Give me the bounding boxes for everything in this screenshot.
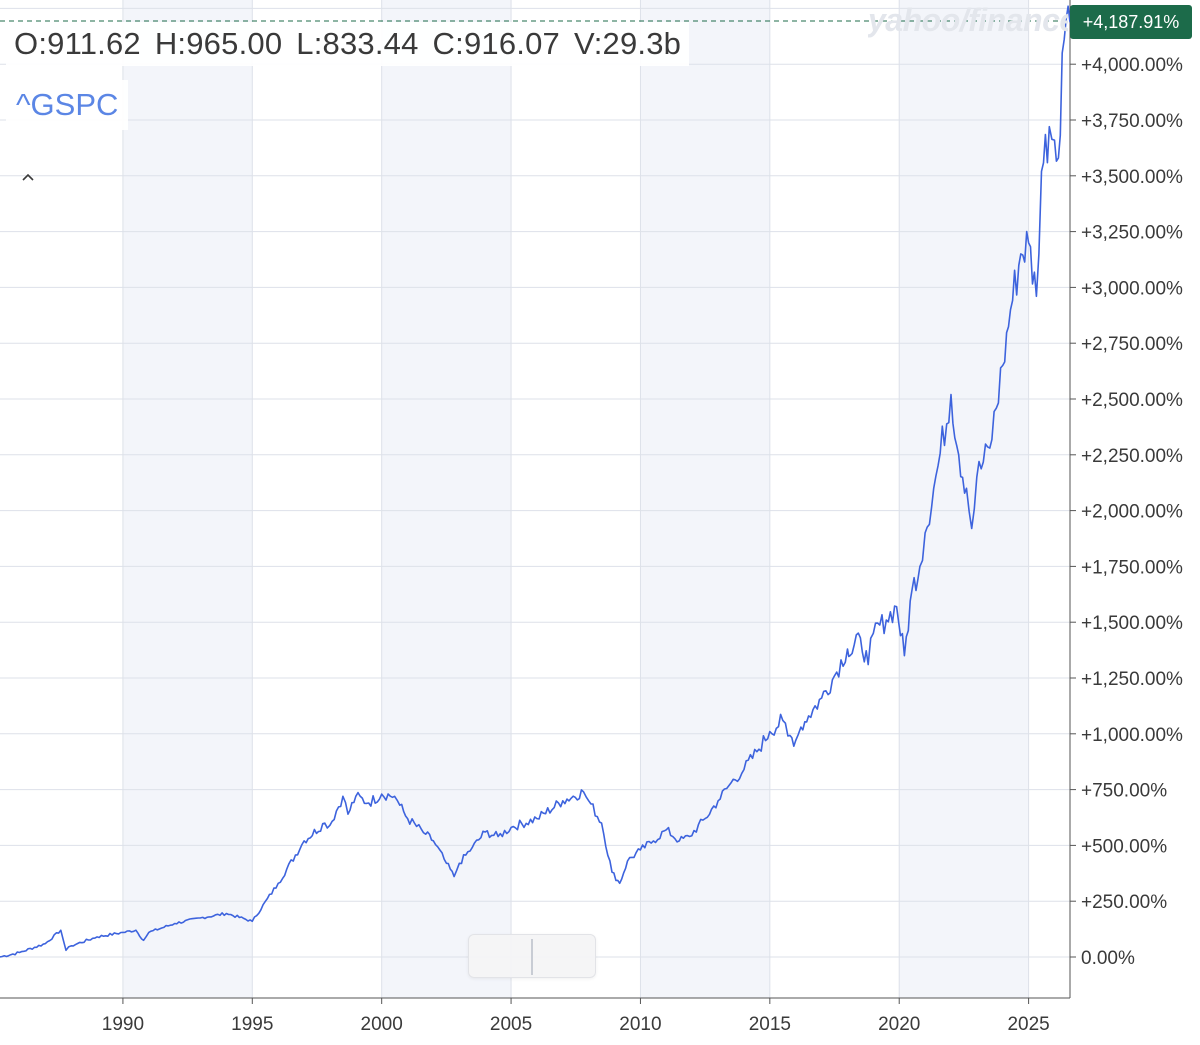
open-value: O:911.62 — [14, 26, 141, 61]
x-tick-label: 1995 — [231, 1014, 273, 1035]
chevron-up-icon[interactable] — [14, 162, 42, 190]
shaded-period — [899, 0, 1029, 998]
y-tick-label: +3,500.00% — [1081, 167, 1183, 188]
y-tick-label: +1,000.00% — [1081, 725, 1183, 746]
x-tick-label: 1990 — [102, 1014, 144, 1035]
y-tick-label: +500.00% — [1081, 836, 1167, 857]
close-value: C:916.07 — [432, 26, 560, 61]
range-scroll-handle[interactable] — [468, 934, 596, 978]
series-line — [0, 5, 1071, 958]
symbol-legend[interactable]: ^GSPC — [6, 80, 129, 130]
y-tick-label: +3,000.00% — [1081, 278, 1183, 299]
y-tick-label: +1,250.00% — [1081, 669, 1183, 690]
y-tick-label: +750.00% — [1081, 781, 1167, 802]
y-tick-label: 0.00% — [1081, 948, 1135, 969]
y-tick-label: +3,750.00% — [1081, 111, 1183, 132]
shaded-period — [122, 0, 253, 998]
shaded-period — [381, 0, 512, 998]
x-tick-label: 2010 — [619, 1014, 661, 1035]
x-tick-label: 2000 — [361, 1014, 403, 1035]
y-tick-label: +2,000.00% — [1081, 502, 1183, 523]
y-tick-label: +3,250.00% — [1081, 223, 1183, 244]
y-tick-label: +4,000.00% — [1081, 55, 1183, 76]
y-tick-label: +2,250.00% — [1081, 446, 1183, 467]
volume-value: V:29.3b — [573, 26, 682, 61]
y-tick-label: +2,750.00% — [1081, 334, 1183, 355]
x-tick-label: 2005 — [490, 1014, 532, 1035]
y-tick-label: +1,750.00% — [1081, 557, 1183, 578]
x-tick-label: 2025 — [1007, 1014, 1049, 1035]
x-tick-label: 2015 — [749, 1014, 791, 1035]
x-tick-label: 2020 — [878, 1014, 920, 1035]
ohlc-readout: O:911.62 H:965.00 L:833.44 C:916.07 V:29.3b — [6, 22, 690, 66]
shaded-period — [640, 0, 770, 998]
y-tick-label: +2,500.00% — [1081, 390, 1183, 411]
watermark-logo: yahoo/finance — [868, 2, 1068, 38]
y-tick-label: +1,500.00% — [1081, 613, 1183, 634]
scroll-grip-icon[interactable] — [531, 939, 533, 975]
y-tick-label: +250.00% — [1081, 892, 1167, 913]
high-value: H:965.00 — [154, 26, 283, 61]
low-value: L:833.44 — [296, 26, 419, 61]
last-value-badge: +4,187.91% — [1070, 5, 1192, 39]
